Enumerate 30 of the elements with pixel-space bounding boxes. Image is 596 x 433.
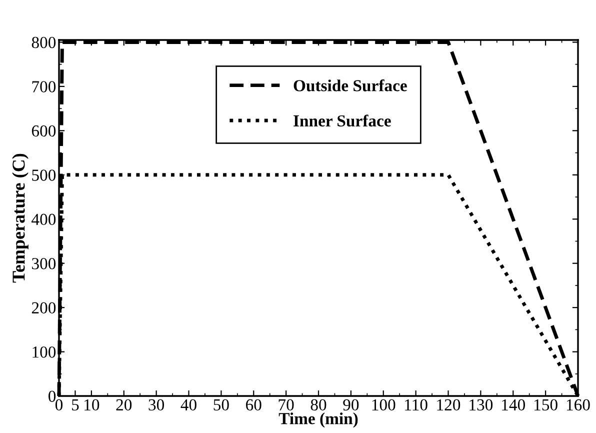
y-tick-label: 0 (48, 390, 56, 402)
x-tick-label: 80 (310, 399, 326, 411)
x-tick-label: 150 (534, 399, 558, 411)
x-tick-label: 10 (84, 399, 100, 411)
x-tick-label: 110 (405, 399, 428, 411)
y-tick-label: 800 (32, 36, 56, 48)
x-tick-label: 40 (180, 399, 196, 411)
x-tick-label: 70 (278, 399, 294, 411)
x-tick-label: 60 (246, 399, 262, 411)
x-tick-label: 100 (372, 399, 396, 411)
x-tick-label: 50 (214, 399, 229, 411)
y-tick-label: 100 (32, 346, 56, 358)
x-tick-label: 120 (437, 399, 460, 411)
y-tick-label: 500 (32, 170, 56, 181)
y-axis-title: Temperature (C) (12, 154, 28, 283)
x-tick-label: 30 (148, 399, 164, 411)
x-tick-label: 5 (72, 399, 79, 411)
y-tick-label: 700 (32, 81, 56, 92)
y-tick-label: 200 (32, 302, 56, 314)
y-tick-label: 300 (32, 258, 56, 270)
legend-label: Inner Surface (294, 114, 391, 127)
y-tick-label: 600 (32, 125, 56, 137)
x-tick-label: 20 (116, 399, 132, 411)
x-axis-title: Time (min) (278, 412, 358, 428)
x-tick-label: 130 (470, 399, 493, 411)
x-tick-label: 160 (566, 399, 590, 411)
x-tick-label: 140 (502, 399, 525, 411)
legend-label: Outside Surface (294, 79, 407, 92)
x-tick-label: 90 (343, 399, 359, 411)
y-tick-label: 400 (32, 214, 56, 226)
